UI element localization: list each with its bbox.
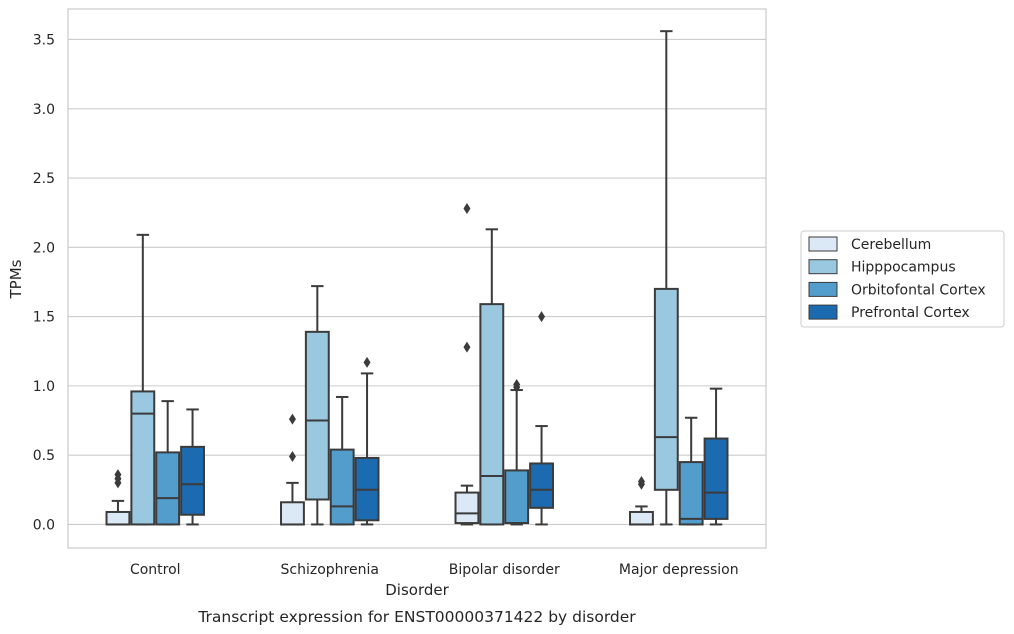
outlier-point — [288, 451, 296, 463]
y-axis-title: TPMs — [7, 259, 25, 299]
box-control-2 — [155, 400, 181, 526]
x-tick-label: Major depression — [619, 562, 739, 578]
outlier-point — [114, 469, 122, 481]
box-iqr — [703, 437, 729, 520]
outlier-point — [463, 203, 471, 215]
box-control-0 — [105, 469, 131, 526]
outlier-point — [463, 341, 471, 353]
box-iqr — [479, 303, 505, 526]
outlier-point — [637, 475, 645, 487]
y-tick-label: 2.0 — [33, 240, 55, 256]
box-bipolar-disorder-2 — [504, 378, 530, 526]
x-tick-label: Bipolar disorder — [449, 562, 560, 578]
outlier-point — [363, 356, 371, 368]
box-iqr — [180, 445, 205, 516]
box-iqr — [130, 390, 156, 526]
legend-label: Orbitofontal Cortex — [851, 282, 986, 298]
box-iqr — [304, 330, 330, 501]
boxes — [105, 30, 729, 526]
box-major-depression-2 — [678, 416, 704, 526]
box-iqr — [653, 287, 679, 491]
legend-frame — [800, 230, 1005, 328]
box-major-depression-3 — [703, 387, 729, 526]
x-axis-ticks: Control Schizophrenia Bipolar disorder Majo… — [130, 562, 739, 578]
box-iqr — [280, 501, 305, 526]
x-axis-title: Disorder — [385, 581, 449, 599]
outlier-point — [288, 413, 296, 425]
box-major-depression-1 — [653, 30, 679, 526]
outlier-point — [513, 378, 521, 390]
plot-area-frame — [67, 8, 767, 549]
legend-swatch — [808, 259, 838, 275]
box-bipolar-disorder-1 — [479, 228, 505, 526]
legend-swatch — [808, 236, 838, 252]
box-schizophrenia-1 — [304, 285, 330, 526]
box-iqr — [678, 461, 704, 526]
y-tick-label: 1.0 — [33, 379, 55, 395]
y-tick-label: 2.5 — [33, 171, 55, 187]
box-schizophrenia-3 — [354, 356, 380, 526]
legend-label: Prefrontal Cortex — [851, 305, 970, 321]
x-tick-label: Control — [130, 562, 181, 578]
box-schizophrenia-2 — [329, 395, 355, 526]
y-tick-label: 0.0 — [33, 517, 55, 533]
box-schizophrenia-0 — [280, 413, 305, 526]
box-iqr — [105, 510, 131, 526]
box-iqr — [155, 451, 181, 526]
legend-swatch — [808, 304, 838, 320]
legend-swatch — [808, 281, 838, 297]
y-tick-label: 3.0 — [33, 102, 55, 118]
box-major-depression-0 — [629, 475, 654, 526]
x-tick-label: Schizophrenia — [281, 562, 379, 578]
legend: Cerebellum Hipppocampus Orbitofontal Corte… — [800, 230, 1005, 328]
box-bipolar-disorder-0 — [454, 203, 480, 526]
box-bipolar-disorder-3 — [529, 311, 554, 526]
outlier-point — [538, 311, 546, 323]
box-iqr — [454, 491, 480, 525]
y-tick-label: 3.5 — [33, 32, 55, 48]
box-iqr — [629, 510, 654, 526]
box-control-1 — [130, 233, 156, 526]
box-iqr — [529, 462, 554, 509]
y-tick-label: 0.5 — [33, 448, 55, 464]
box-iqr — [329, 448, 355, 526]
y-tick-label: 1.5 — [33, 310, 55, 326]
legend-label: Hipppocampus — [851, 260, 956, 276]
chart-caption: Transcript expression for ENST0000037142… — [197, 608, 636, 626]
y-axis-ticks: 0.0 0.5 1.0 1.5 2.0 2.5 3.0 3.5 — [33, 32, 55, 533]
box-iqr — [504, 469, 530, 525]
legend-label: Cerebellum — [851, 237, 931, 253]
box-control-3 — [180, 408, 205, 526]
